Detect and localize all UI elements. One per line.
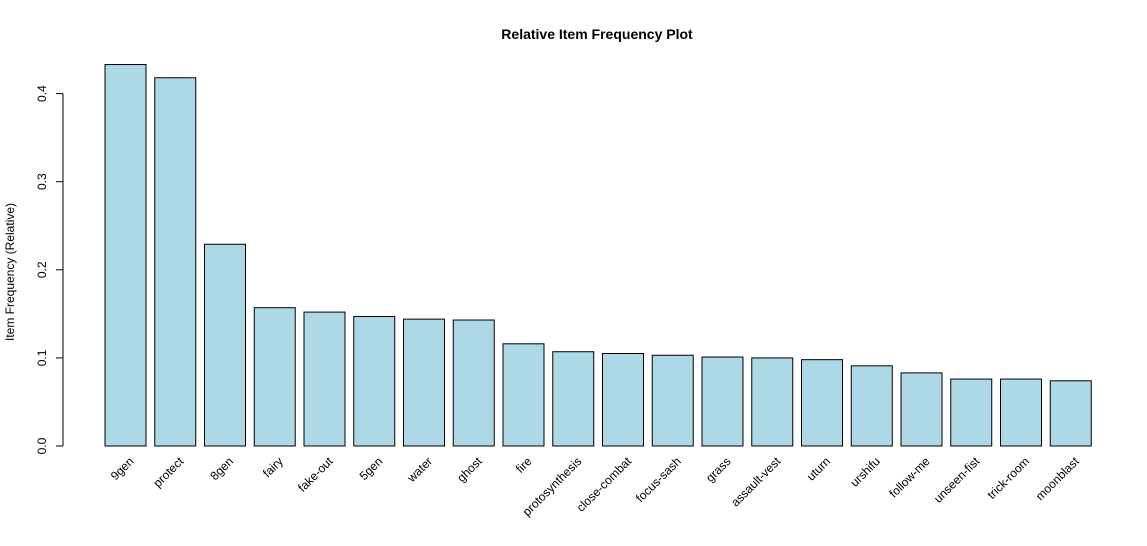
x-tick-label-unseen-fist: unseen-fist xyxy=(931,454,983,506)
x-tick-label-focus-sash: focus-sash xyxy=(633,454,684,505)
bar-water xyxy=(403,318,445,447)
bar-fire xyxy=(502,343,545,447)
bar-moonblast xyxy=(1049,380,1092,447)
bar-ghost xyxy=(452,319,495,447)
bar-uturn xyxy=(801,359,843,447)
bar-focus-sash xyxy=(651,354,694,447)
bar-grass xyxy=(701,356,744,447)
x-tick-label-water: water xyxy=(404,454,435,485)
x-axis-labels: 9gen protect 8gen fairy fake-out 5gen water gho… xyxy=(108,454,1082,519)
x-tick-label-fake-out: fake-out xyxy=(295,454,336,495)
bar-8gen xyxy=(204,243,246,447)
x-tick-label-assault-vest: assault-vest xyxy=(728,454,784,510)
bar-5gen xyxy=(353,315,396,447)
bar-close-combat xyxy=(602,352,644,447)
y-tick-label: 0.1 xyxy=(35,349,49,366)
y-axis-label: Item Frequency (Relative) xyxy=(3,203,17,341)
x-tick-label-trick-room: trick-room xyxy=(985,454,1033,502)
bar-urshifu xyxy=(850,365,893,447)
bar-unseen-fist xyxy=(950,378,993,447)
y-tick-label: 0.4 xyxy=(35,85,49,102)
y-tick-label: 0.0 xyxy=(35,437,49,454)
bar-follow-me xyxy=(900,372,943,447)
y-tick-label: 0.2 xyxy=(35,261,49,278)
x-tick-label-5gen: 5gen xyxy=(357,454,386,483)
x-tick-label-protect: protect xyxy=(151,454,187,490)
x-tick-label-fairy: fairy xyxy=(260,454,286,480)
bar-trick-room xyxy=(1000,378,1042,447)
x-tick-label-9gen: 9gen xyxy=(108,454,137,483)
bar-protect xyxy=(154,77,197,447)
y-tick-label: 0.3 xyxy=(35,173,49,190)
bar-assault-vest xyxy=(751,357,794,447)
x-tick-label-follow-me: follow-me xyxy=(886,454,932,500)
x-tick-label-ghost: ghost xyxy=(454,454,485,485)
x-tick-label-uturn: uturn xyxy=(804,454,833,483)
bar-fairy xyxy=(253,307,296,447)
x-tick-label-grass: grass xyxy=(703,454,734,485)
bar-9gen xyxy=(104,64,147,447)
x-tick-label-8gen: 8gen xyxy=(207,454,236,483)
bars-group xyxy=(104,64,1092,447)
x-tick-label-fire: fire xyxy=(513,454,535,476)
chart-title: Relative Item Frequency Plot xyxy=(501,26,693,42)
x-tick-label-moonblast: moonblast xyxy=(1033,454,1083,504)
x-tick-label-urshifu: urshifu xyxy=(847,454,882,489)
bar-protosynthesis xyxy=(552,351,595,447)
y-axis: 0.0 0.1 0.2 0.3 0.4 xyxy=(35,85,64,454)
bar-fake-out xyxy=(303,311,346,447)
